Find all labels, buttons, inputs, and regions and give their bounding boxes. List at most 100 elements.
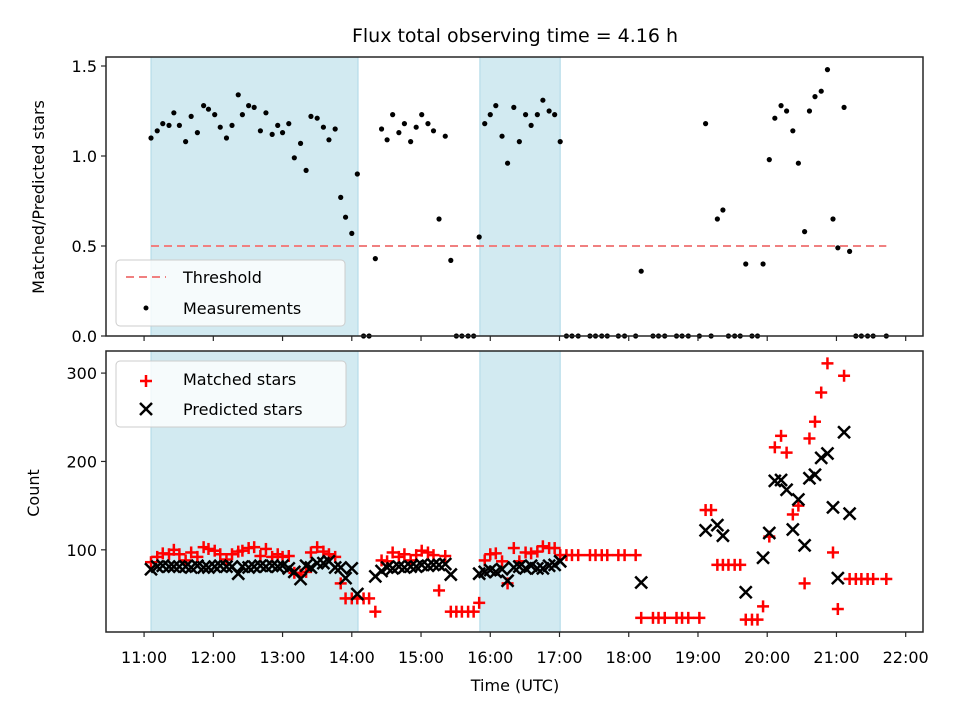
predicted-point — [634, 575, 649, 590]
measurement-point — [835, 245, 841, 251]
measurement-point — [223, 135, 230, 141]
matched-point — [786, 508, 799, 521]
matched-point — [751, 613, 764, 626]
measurement-point — [349, 230, 355, 236]
matched-point — [775, 429, 788, 442]
legend-measurements-label: Measurements — [183, 299, 301, 318]
predicted-point — [785, 522, 800, 537]
predicted-point — [830, 571, 845, 585]
x-tick-label: 21:00 — [813, 648, 859, 667]
ratio-legend-box — [115, 259, 346, 327]
predicted-point — [293, 572, 308, 586]
predicted-point — [328, 560, 343, 575]
matched-point — [808, 415, 821, 428]
measurement-point — [160, 121, 166, 127]
measurement-point — [390, 112, 396, 118]
matched-point — [572, 549, 585, 562]
measurement-point — [338, 194, 344, 200]
matched-point — [214, 548, 227, 561]
predicted-point — [716, 528, 730, 543]
matched-point — [173, 548, 186, 561]
measurement-point — [303, 167, 309, 173]
x-axis-label: Time (UTC) — [470, 676, 559, 695]
predicted-point — [403, 559, 418, 574]
predicted-point — [338, 571, 353, 585]
matched-point — [629, 549, 642, 562]
measurement-point — [522, 112, 529, 118]
matched-point — [826, 546, 839, 559]
measurement-point — [534, 112, 540, 118]
measurement-point — [419, 112, 425, 118]
legend-matched-label: Matched stars — [183, 370, 296, 389]
shaded-interval — [479, 56, 561, 337]
y-tick-label: 1.5 — [72, 57, 97, 76]
measurement-point — [279, 130, 286, 136]
predicted-point — [762, 526, 777, 540]
measurement-point — [528, 122, 534, 128]
measurement-point — [183, 139, 189, 145]
x-tick-label: 17:00 — [536, 648, 582, 667]
predicted-point — [219, 559, 234, 574]
matched-point — [259, 542, 272, 555]
measurement-point — [516, 139, 522, 145]
predicted-point — [797, 538, 812, 553]
measurement-point — [269, 131, 275, 137]
matched-point — [831, 603, 844, 616]
predicted-point — [774, 473, 788, 487]
measurement-point — [326, 137, 332, 143]
count-y-axis-label: Count — [24, 469, 43, 517]
legend-matched-swatch — [140, 375, 152, 387]
matched-point — [548, 542, 561, 555]
matched-point — [618, 549, 631, 562]
matched-point — [792, 499, 805, 512]
measurement-point — [217, 124, 223, 130]
y-tick-label: 0.0 — [72, 327, 97, 346]
matched-point — [185, 546, 198, 559]
predicted-point — [310, 556, 325, 570]
predicted-point — [814, 451, 829, 465]
measurement-point — [229, 122, 235, 128]
matched-point — [254, 550, 267, 563]
x-tick-label: 20:00 — [744, 648, 790, 667]
y-tick-label: 1.0 — [72, 147, 97, 166]
measurement-point — [436, 216, 442, 222]
matched-point — [202, 542, 215, 555]
ratio-legend: Threshold Measurements — [115, 259, 346, 327]
predicted-point — [162, 559, 176, 574]
measurement-point — [772, 115, 778, 121]
chart-title: Flux total observing time = 4.16 h — [352, 25, 678, 47]
measurement-point — [778, 103, 784, 109]
measurement-point — [830, 216, 836, 222]
measurement-point — [714, 216, 720, 222]
matched-point — [525, 547, 538, 560]
measurement-point — [448, 257, 454, 263]
measurement-point — [332, 126, 338, 132]
measurement-point — [812, 94, 818, 100]
measurement-point — [396, 130, 402, 136]
matched-point — [421, 546, 434, 559]
y-tick-label: 200 — [66, 452, 97, 471]
matched-point — [867, 572, 880, 585]
measurement-point — [760, 261, 766, 267]
measurement-point — [790, 128, 796, 134]
measurement-point — [702, 121, 709, 127]
ratio-axes-frame — [105, 56, 924, 337]
matched-point — [489, 547, 502, 560]
predicted-point — [808, 467, 822, 482]
legend-threshold-label: Threshold — [182, 268, 262, 287]
measurement-point — [148, 135, 154, 141]
measurement-point — [314, 115, 320, 121]
predicted-point — [350, 587, 365, 601]
measurement-point — [766, 157, 772, 163]
matched-point — [693, 611, 706, 624]
predicted-point — [820, 446, 835, 461]
matched-point — [601, 549, 614, 562]
measurement-point — [824, 67, 831, 73]
predicted-point — [426, 557, 441, 572]
matched-point — [415, 544, 428, 557]
matched-point — [798, 577, 811, 590]
matched-point — [304, 546, 317, 559]
predicted-point — [553, 554, 568, 569]
measurement-point — [246, 103, 252, 109]
predicted-point — [530, 561, 545, 576]
